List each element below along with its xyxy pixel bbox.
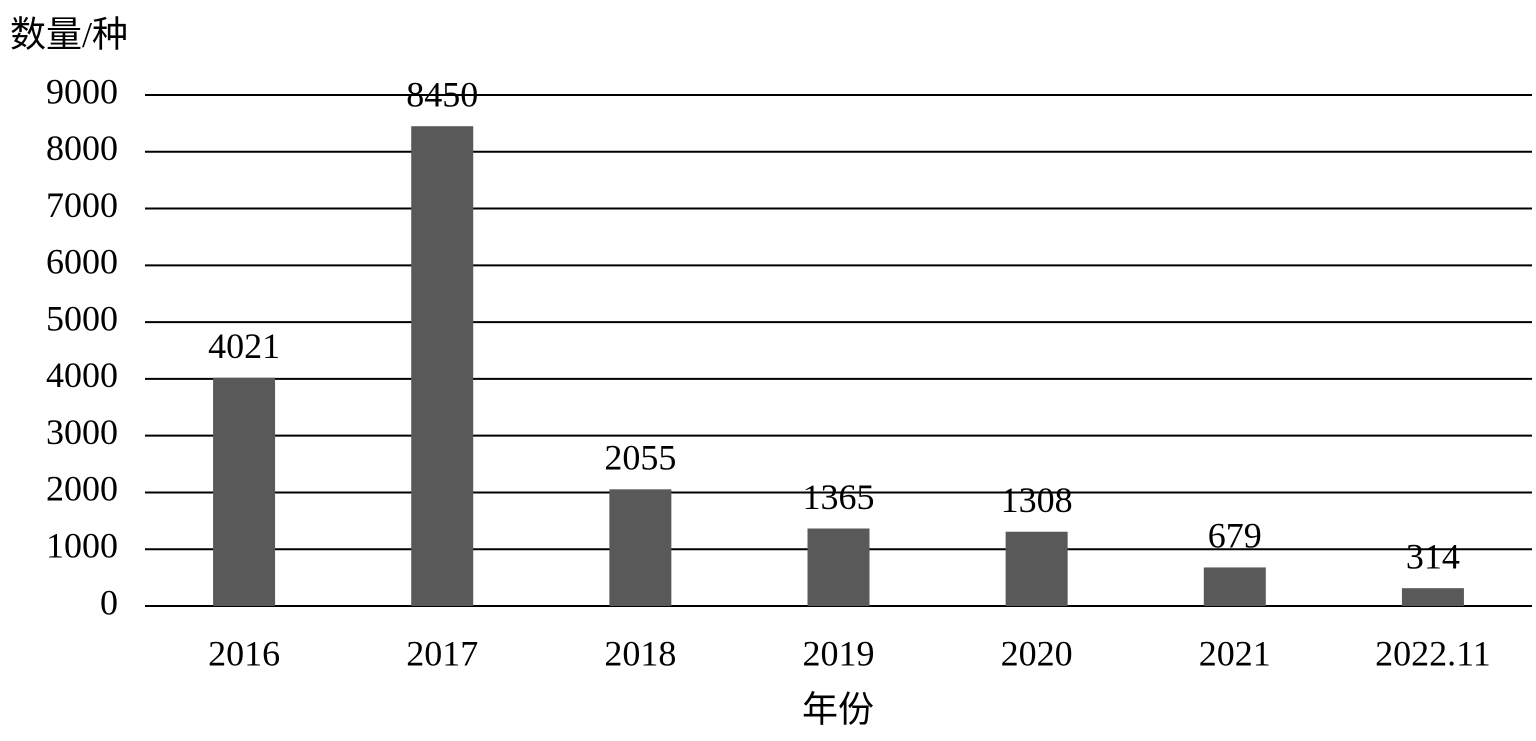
x-tick-label: 2022.11 [1375,633,1491,673]
data-label: 8450 [406,74,478,114]
data-label: 2055 [604,438,676,478]
bar [1203,567,1266,606]
x-tick-label: 2018 [604,633,676,673]
y-axis-label: 数量/种 [10,14,128,54]
data-label: 4021 [208,326,280,366]
y-tick-label: 6000 [46,242,118,282]
y-tick-label: 2000 [46,469,118,509]
y-tick-label: 3000 [46,412,118,452]
bar [1401,588,1464,606]
data-label: 1308 [1001,480,1073,520]
y-tick-label: 4000 [46,355,118,395]
bar [213,377,276,606]
bar [411,126,474,606]
y-tick-label: 9000 [46,71,118,111]
x-tick-label: 2016 [208,633,280,673]
x-tick-label: 2017 [406,633,478,673]
x-axis-label: 年份 [802,689,874,729]
y-tick-label: 5000 [46,298,118,338]
x-tick-label: 2019 [803,633,875,673]
data-label: 1365 [803,477,875,517]
bar [609,489,672,606]
bar [807,528,870,606]
y-tick-label: 8000 [46,128,118,168]
y-tick-label: 1000 [46,525,118,565]
x-tick-label: 2021 [1199,633,1271,673]
bar [1005,531,1068,606]
y-tick-label: 7000 [46,185,118,225]
data-label: 314 [1406,536,1460,576]
y-tick-label: 0 [100,582,118,622]
x-tick-label: 2020 [1001,633,1073,673]
data-label: 679 [1208,516,1262,556]
